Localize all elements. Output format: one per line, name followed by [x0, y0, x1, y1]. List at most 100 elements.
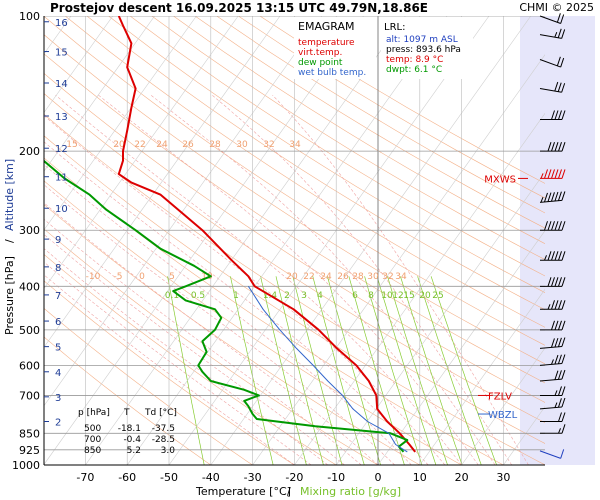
skew-line: [44, 16, 155, 172]
y-axis-title: Pressure [hPa] / Altitude [km]: [3, 159, 16, 335]
adiabat-label: 20: [113, 140, 125, 150]
adiabat-label: 20: [286, 272, 298, 282]
wind-barb-flag: [561, 337, 566, 347]
wind-barb-staff: [539, 346, 562, 349]
pressure-tick-label: 1000: [12, 459, 40, 472]
wind-barb-flag: [557, 337, 562, 347]
wind-barb-flag: [547, 277, 552, 287]
adiabat-label: 30: [367, 272, 379, 282]
adiabat-label: 0: [139, 272, 145, 282]
adiabat-label: 30: [236, 140, 248, 150]
adiabat-label: 26: [337, 272, 349, 282]
wind-barb-flag: [558, 386, 562, 396]
wind-barb-staff: [539, 378, 562, 382]
moist-adiabat: [44, 202, 379, 465]
mixing-ratio-label: 0.1: [165, 291, 179, 301]
dry-adiabat: [238, 16, 545, 199]
dry-adiabat: [108, 16, 545, 293]
wind-barb-flag: [551, 251, 555, 261]
skew-line: [461, 347, 545, 465]
y-axis-title-separator: /: [3, 239, 16, 243]
table-header-p: p [hPa]: [78, 408, 110, 418]
pressure-tick-label: 925: [19, 444, 40, 457]
wind-barb-flag: [554, 251, 559, 261]
skew-line: [210, 16, 532, 465]
temperature-tick-label: -30: [244, 471, 262, 484]
wind-barb-flag: [561, 412, 566, 422]
dry-adiabat: [65, 16, 545, 328]
temperature-tick-label: -70: [76, 471, 94, 484]
wind-barb-staff: [539, 406, 562, 410]
wind-barb-flag: [561, 191, 566, 201]
lrl-dwpt: dwpt: 6.1 °C: [386, 65, 442, 75]
wind-barb-flag: [547, 192, 552, 202]
wind-barb: [540, 386, 566, 396]
wind-barb-flag: [561, 110, 566, 120]
wind-barb-flag: [547, 221, 552, 231]
wind-barb-flag: [554, 320, 559, 330]
temperature-tick-label: 30: [496, 471, 510, 484]
mixing-ratio-label: 10: [381, 291, 393, 301]
wind-barb-flag: [561, 386, 566, 396]
altitude-tick-label: 12: [55, 144, 68, 155]
table-cell: -18.1: [118, 424, 141, 434]
mixing-ratio-line: [430, 276, 497, 465]
wind-barb-flag: [557, 354, 562, 364]
mixing-ratio-label: 20: [419, 291, 431, 301]
altitude-tick-labels: 2 3 4 5 6 7 8 9 10 11 12 13 14 15 16: [44, 18, 68, 428]
wind-barb-staff: [539, 450, 561, 459]
pressure-tick-label: 700: [19, 389, 40, 402]
wind-barb-flag: [554, 221, 559, 231]
skew-line: [168, 16, 490, 465]
moist-adiabat: [44, 274, 295, 465]
level-markers: MXWS FZLV WBZL: [478, 174, 528, 421]
wind-barb-flag: [547, 142, 552, 152]
moist-adiabat: [44, 164, 412, 465]
legend-item-temperature: temperature: [298, 38, 355, 48]
wind-barb: [540, 110, 566, 120]
pressure-tick-label: 600: [19, 359, 40, 372]
series-temperature: [117, 16, 416, 453]
wind-barb-flag: [554, 277, 559, 287]
mixing-ratio-label: 3: [301, 291, 307, 301]
altitude-tick-label: 9: [55, 235, 61, 246]
temperature-tick-label: 10: [413, 471, 427, 484]
mixing-ratio-line: [348, 276, 405, 465]
wind-barb: [539, 81, 566, 93]
y-axis-title-altitude: Altitude [km]: [3, 159, 16, 231]
temperature-tick-label: -40: [202, 471, 220, 484]
wind-barb-flag: [558, 412, 562, 422]
y-axis-title-pressure: Pressure [hPa]: [3, 256, 16, 335]
table-cell: -28.5: [152, 435, 175, 445]
wind-barb-flag: [554, 191, 559, 202]
wind-barb: [539, 369, 566, 382]
wind-barb: [539, 13, 565, 24]
pressure-tick-label: 100: [19, 10, 40, 23]
mixing-ratio-line: [167, 276, 205, 465]
pressure-tick-label: 400: [19, 280, 40, 293]
wind-barb-flag: [556, 56, 561, 66]
dry-adiabat: [44, 72, 545, 403]
legend-title: EMAGRAM: [298, 20, 355, 33]
wind-barb-flag: [544, 169, 548, 179]
x-axis-title-separator: /: [287, 485, 291, 498]
dry-adiabat: [151, 16, 545, 260]
wind-barb-staff: [539, 87, 562, 93]
wind-barbs: [539, 13, 566, 459]
wind-barb-half: [544, 255, 547, 261]
dry-adiabat: [173, 16, 545, 245]
skew-line: [44, 16, 281, 348]
mixing-ratio-line: [327, 276, 381, 465]
series-dew-point: [44, 159, 409, 453]
wind-barb: [539, 337, 566, 349]
dry-adiabat: [194, 16, 545, 229]
wind-barb: [540, 142, 566, 152]
wind-barb-flag: [557, 28, 562, 38]
dry-adiabat: [44, 16, 545, 346]
mixing-ratio-line: [312, 276, 365, 465]
wind-barb-flag: [561, 397, 566, 408]
dry-adiabat: [86, 16, 545, 311]
wind-barb-flag: [560, 14, 565, 24]
wind-barb: [540, 424, 566, 434]
wind-barb-flag: [554, 81, 559, 92]
